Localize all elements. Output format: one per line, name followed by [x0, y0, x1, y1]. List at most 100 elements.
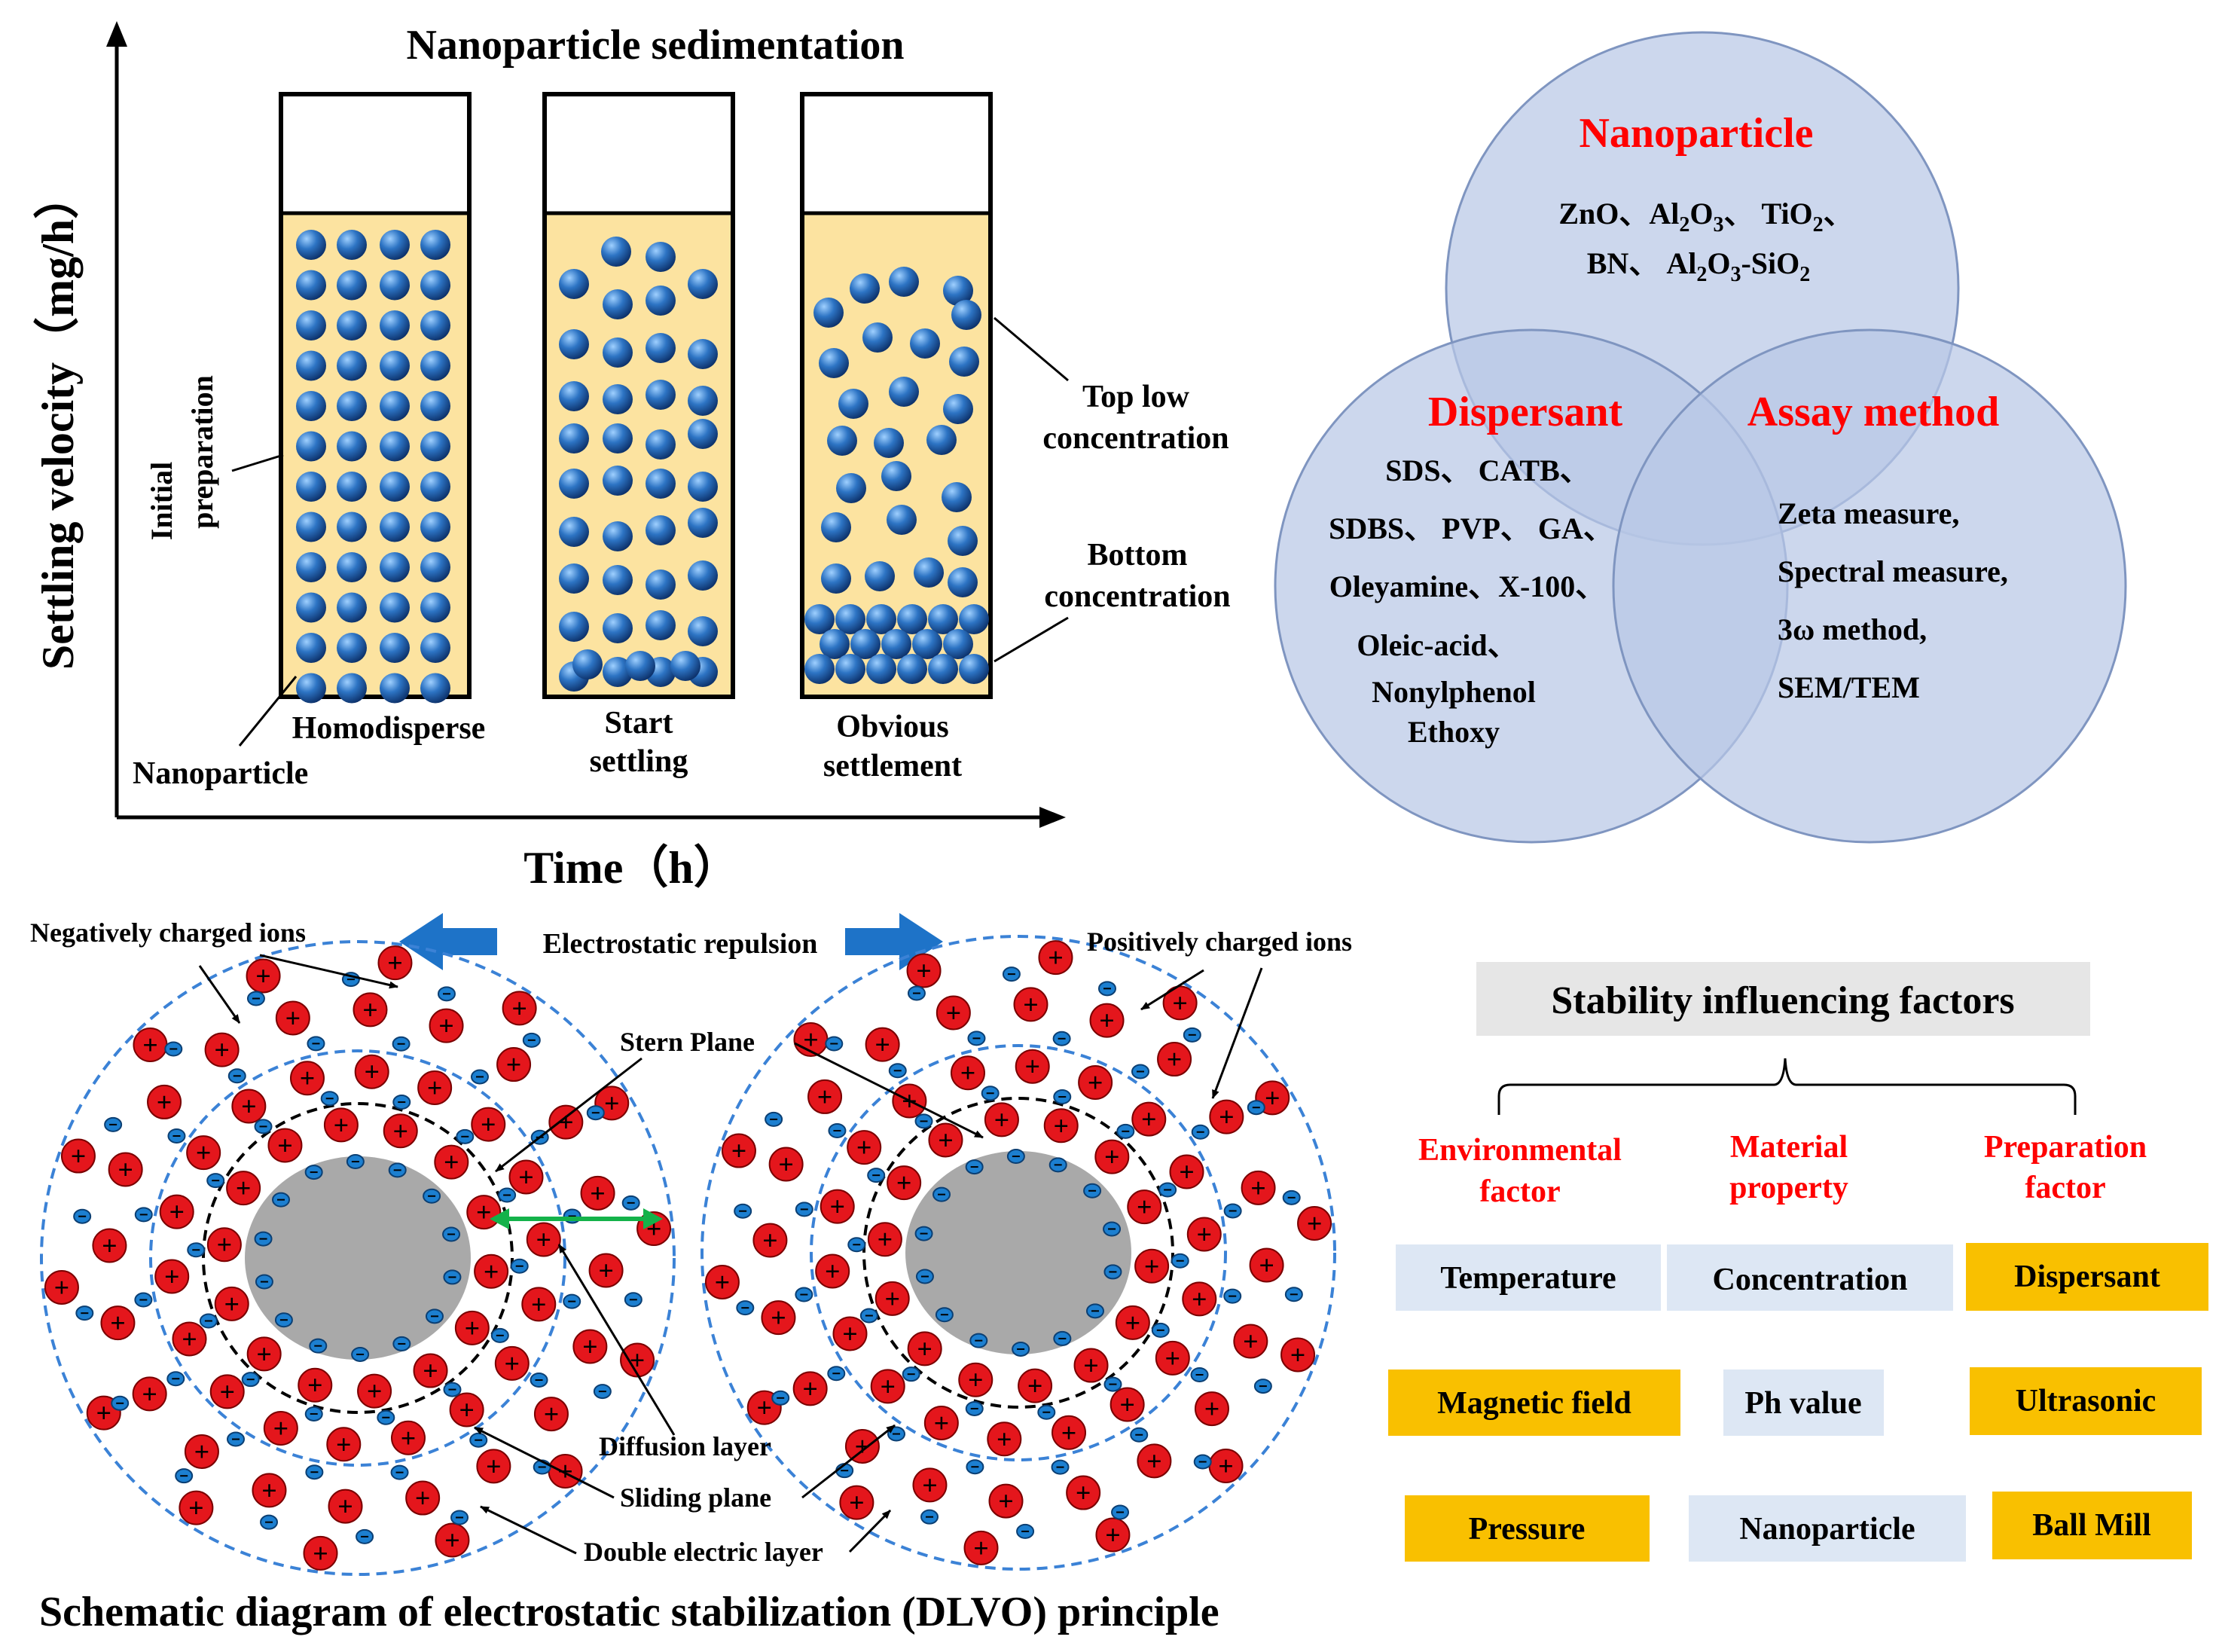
plus-sign: +: [506, 1049, 522, 1079]
negative-ion: [510, 1258, 529, 1274]
negative-ion: [1103, 1264, 1122, 1280]
negative-ion: [624, 1292, 643, 1308]
factor-box-temperature: [1396, 1244, 1661, 1311]
pointer: [259, 954, 398, 989]
venn-assay-item: Zeta measure,: [1778, 496, 1959, 530]
plus-sign: +: [387, 948, 403, 978]
factor-box-ultrasonic: [1970, 1367, 2202, 1435]
nanoparticle-ball: [559, 517, 589, 547]
positive-ion: +: [870, 1369, 905, 1404]
negative-ion: [254, 1231, 273, 1247]
nanoparticle-ball: [889, 267, 919, 297]
plus-sign: +: [313, 1538, 328, 1568]
positive-ion: +: [950, 1055, 985, 1091]
positive-ion: +: [721, 1133, 756, 1168]
nanoparticle-ball: [959, 604, 989, 634]
factor-dispersant: Dispersant: [2014, 1260, 2160, 1294]
negative-ion: [1052, 1031, 1071, 1046]
sedimentation-panel: Nanoparticle sedimentation Settling velo…: [32, 21, 1231, 893]
nanoparticle-ball: [688, 508, 718, 538]
positive-ion: +: [147, 1084, 182, 1119]
nanoparticle-ball: [296, 673, 326, 704]
category-material: property: [1729, 1171, 1848, 1205]
plus-sign: +: [1119, 1389, 1135, 1419]
negative-ion: [1037, 1404, 1056, 1420]
negative-ion: [888, 1063, 907, 1079]
nanoparticle-ball: [813, 298, 844, 328]
negative-ion: [1053, 1089, 1072, 1105]
plus-sign: +: [273, 1413, 289, 1443]
plus-sign: +: [481, 1110, 496, 1140]
outer-diffuse-boundary: [40, 940, 676, 1576]
positive-ion: +: [209, 1374, 245, 1409]
negative-ion: [166, 1371, 185, 1387]
venn-dispersant-item: SDS、 CATB、: [1385, 453, 1590, 487]
negative-ion: [450, 1510, 469, 1525]
plus-sign: +: [1290, 1339, 1306, 1370]
plus-sign: +: [1105, 1520, 1121, 1550]
plus-sign: +: [829, 1192, 845, 1222]
nanoparticle-ball: [337, 552, 367, 582]
negative-ion: [75, 1305, 94, 1321]
plus-sign: +: [1023, 989, 1039, 1019]
nanoparticle-ball: [420, 350, 450, 381]
particle-core: [905, 1151, 1131, 1354]
positive-ion: +: [867, 1222, 902, 1257]
dlvo-panel: Electrostatic repulsion + + + + + + + + + + + + + + + +…: [30, 913, 1352, 1635]
nanoparticle-ball: [819, 348, 849, 378]
plus-sign: +: [194, 1437, 210, 1467]
positive-ion: +: [1127, 1189, 1162, 1225]
positive-ion: +: [1078, 1065, 1113, 1101]
plus-sign: +: [934, 1408, 950, 1438]
positive-ion: +: [1137, 1443, 1172, 1479]
negative-ion: [1183, 1027, 1201, 1043]
plus-sign: +: [531, 1289, 547, 1319]
positive-ion: +: [526, 1222, 561, 1257]
negative-ion: [304, 1165, 323, 1180]
plus-sign: +: [1192, 1284, 1207, 1314]
stern-plane-boundary: [862, 1097, 1174, 1409]
negative-ion: [241, 1372, 260, 1388]
nanoparticle-ball: [836, 473, 866, 503]
positive-ion: +: [108, 1152, 143, 1187]
factor-box-ballmill: [1992, 1492, 2192, 1559]
nanoparticle-ball: [380, 310, 410, 340]
venn-dispersant-item: Nonylphenol: [1372, 675, 1536, 709]
plus-sign: +: [917, 1333, 932, 1363]
plus-sign: +: [1076, 1478, 1091, 1508]
tube-homodisperse: [279, 92, 472, 704]
plus-sign: +: [465, 1313, 481, 1343]
plus-sign: +: [224, 1289, 240, 1319]
nanoparticle-ball: [881, 461, 911, 491]
positive-ion: +: [474, 1254, 509, 1289]
top-low-label-1: Top low: [1082, 380, 1190, 414]
negative-ion: [305, 1464, 324, 1480]
venn-circle-assay: [1612, 328, 2127, 844]
plus-sign: +: [214, 1035, 230, 1065]
negative-ion: [1097, 981, 1116, 997]
nanoparticle-ball: [559, 563, 589, 594]
positive-ion: +: [1280, 1337, 1316, 1373]
nanoparticle-ball: [296, 633, 326, 663]
nanoparticle-ball: [866, 604, 896, 634]
plus-sign: +: [582, 1332, 598, 1362]
nanoparticle-ball: [670, 651, 700, 681]
positive-ion: +: [761, 1300, 796, 1336]
plus-sign: +: [169, 1197, 185, 1227]
nanoparticle-ball: [296, 472, 326, 502]
positive-ion: +: [326, 1427, 362, 1462]
plus-sign: +: [1137, 1192, 1152, 1222]
plus-sign: +: [142, 1379, 157, 1409]
positive-ion: +: [1157, 1042, 1192, 1077]
plus-sign: +: [1053, 1110, 1069, 1141]
nanoparticle-ball: [688, 386, 718, 416]
negative-ion: [1130, 1427, 1149, 1443]
nanoparticle-ball: [688, 472, 718, 502]
negative-ion: [1002, 966, 1021, 982]
tube-outline: [279, 92, 472, 699]
negative-ion: [309, 1338, 328, 1354]
nanoparticle-ball: [337, 431, 367, 462]
negative-ion: [847, 1237, 866, 1253]
positive-ion: +: [434, 1144, 469, 1180]
plus-sign: +: [1259, 1250, 1274, 1280]
